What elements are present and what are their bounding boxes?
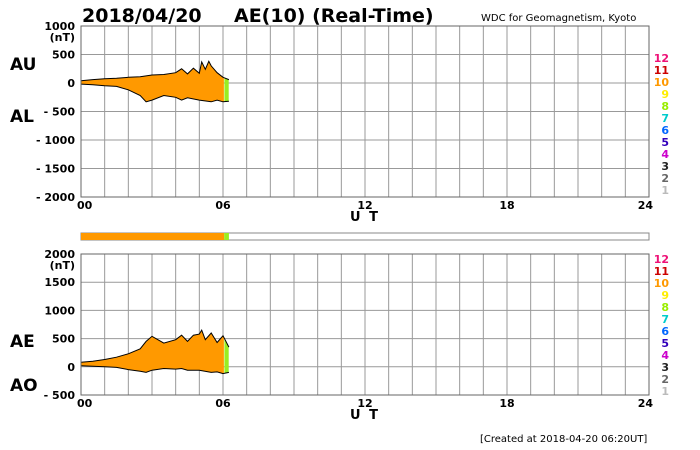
legend-count-3: 3	[661, 160, 669, 173]
legend-count-6: 6	[661, 325, 669, 338]
x-tick-label: 12	[357, 397, 372, 410]
y-unit-label: (nT)	[50, 31, 75, 44]
y-tick-label: 0	[67, 77, 75, 90]
au-al-panel: 1000 500 0 - 500 - 1000 - 1500 - 2000 (nT) 00 06 1…	[10, 20, 653, 225]
al-label: AL	[10, 107, 34, 127]
legend-count-9: 9	[661, 289, 669, 302]
x-tick-label: 00	[77, 199, 93, 212]
y-tick-label: - 500	[44, 389, 76, 402]
legend-count-4: 4	[661, 349, 669, 362]
ae-series-line	[80, 328, 230, 363]
y-tick-label: 500	[52, 333, 75, 346]
y-tick-label: 2000	[44, 248, 75, 261]
status-bar-fill-orange	[81, 233, 225, 240]
legend-count-5: 5	[661, 136, 669, 149]
legend-count-8: 8	[661, 100, 669, 113]
legend-count-11: 11	[654, 265, 669, 278]
source-label: WDC for Geomagnetism, Kyoto	[481, 13, 636, 24]
y-tick-label: - 500	[44, 106, 76, 119]
legend-count-6: 6	[661, 124, 669, 137]
x-axis-label: U T	[350, 210, 380, 225]
au-label: AU	[10, 55, 36, 75]
legend-count-2: 2	[661, 373, 669, 386]
x-tick-label: 12	[357, 199, 372, 212]
ao-label: AO	[10, 376, 38, 396]
x-tick-label: 24	[638, 397, 654, 410]
ao-series-line	[80, 365, 229, 375]
legend-count-7: 7	[661, 313, 669, 326]
x-tick-label: 06	[215, 199, 231, 212]
x-tick-label: 24	[638, 199, 654, 212]
green-area-fill	[224, 338, 229, 374]
x-tick-label: 18	[499, 397, 514, 410]
y-tick-label: 500	[52, 49, 75, 62]
y-tick-label: - 1500	[36, 163, 75, 176]
x-tick-label: 00	[77, 397, 93, 410]
x-axis-label: U T	[350, 408, 380, 423]
status-bar-fill-green	[224, 233, 229, 240]
legend-count-1: 1	[661, 184, 669, 197]
y-tick-label: 0	[67, 361, 75, 374]
orange-area-fill	[81, 61, 224, 102]
y-tick-label: - 2000	[36, 191, 75, 204]
legend-count-2: 2	[661, 172, 669, 185]
legend-count-5: 5	[661, 337, 669, 350]
legend-count-10: 10	[654, 76, 670, 89]
y-unit-label: (nT)	[50, 259, 75, 272]
date-title: 2018/04/20	[82, 5, 202, 27]
index-title: AE(10) (Real-Time)	[234, 5, 434, 27]
y-tick-label: - 1000	[36, 134, 75, 147]
plot-frame	[80, 25, 650, 198]
x-tick-label: 18	[499, 199, 514, 212]
x-tick-label: 06	[215, 397, 231, 410]
legend-count-12: 12	[654, 52, 669, 65]
legend-count-1: 1	[661, 385, 669, 398]
y-tick-label: 1500	[44, 276, 75, 289]
au-series-line	[80, 60, 230, 82]
legend-count-3: 3	[661, 361, 669, 374]
created-timestamp: [Created at 2018-04-20 06:20UT]	[480, 434, 647, 445]
legend-count-9: 9	[661, 88, 669, 101]
green-area-fill	[224, 77, 229, 102]
y-tick-label: 1000	[44, 304, 75, 317]
al-series-line	[80, 83, 229, 103]
legend-count-10: 10	[654, 277, 670, 290]
ae-ao-panel: 2000 1500 1000 500 0 - 500 (nT) 00 06 12 18 24 U T AE…	[10, 248, 653, 423]
legend-count-11: 11	[654, 64, 669, 77]
legend-count-12: 12	[654, 253, 669, 266]
legend-count-8: 8	[661, 301, 669, 314]
ae-label: AE	[10, 332, 35, 352]
legend-count-4: 4	[661, 148, 669, 161]
y-tick-label: 1000	[44, 20, 75, 33]
station-status-bar	[80, 232, 650, 241]
legend-count-7: 7	[661, 112, 669, 125]
plot-frame	[80, 253, 650, 396]
